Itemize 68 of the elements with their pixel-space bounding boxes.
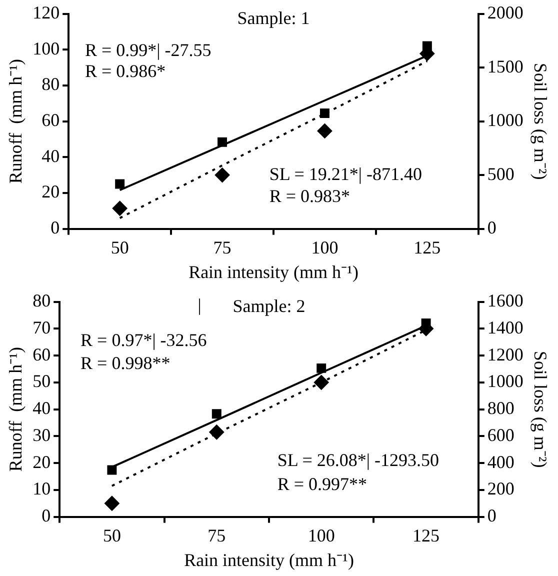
y-tick-label: 0 — [42, 506, 51, 526]
y-tick-label: 80 — [32, 290, 51, 311]
y2-tick-label: 1000 — [487, 110, 524, 130]
y-tick-label: 0 — [50, 218, 60, 238]
y-tick-label: 80 — [42, 74, 60, 94]
annotation: R = 0.997** — [277, 474, 368, 494]
annotation: R = 0.986* — [84, 61, 166, 82]
annotation: R = 0.983* — [269, 186, 350, 206]
x-tick-label: 100 — [308, 525, 335, 546]
point — [214, 168, 230, 183]
y-tick-label: 60 — [42, 110, 60, 130]
y2-tick-label: 800 — [487, 398, 514, 418]
point — [218, 137, 228, 147]
x-tick-label: 50 — [110, 237, 129, 258]
point — [115, 179, 125, 189]
y-tick-label: 20 — [32, 452, 51, 472]
x-tick-label: 50 — [102, 525, 121, 546]
y2-tick-label: 200 — [487, 478, 514, 499]
point — [209, 424, 224, 440]
x-tick-label: 125 — [414, 237, 441, 258]
y2-tick-label: 1400 — [487, 317, 524, 338]
point — [317, 123, 332, 138]
point — [422, 41, 432, 51]
y2-tick-label: 2000 — [487, 2, 524, 23]
annotation: SL = 19.21*| -871.40 — [269, 164, 422, 184]
point — [212, 409, 222, 419]
x-tick-label: 100 — [311, 237, 338, 258]
y2-tick-label: 1200 — [487, 344, 524, 364]
y2-tick-label: 500 — [487, 164, 514, 184]
annotation: SL = 26.08*| -1293.50 — [277, 450, 439, 470]
chart-title: Sample: 1 — [237, 8, 310, 28]
y2-tick-label: 1600 — [487, 290, 524, 311]
x-tick-label: 75 — [213, 237, 232, 258]
annotation: R = 0.97*| -32.56 — [80, 330, 207, 350]
point — [314, 374, 329, 390]
x-axis-title: Rain intensity (mm h⁻¹) — [188, 262, 358, 282]
point — [104, 496, 120, 511]
y-tick-label: 30 — [32, 424, 51, 445]
x-axis-title: Rain intensity (mm h⁻¹) — [184, 550, 354, 570]
annotation: | — [198, 295, 202, 316]
point — [316, 363, 326, 373]
y-tick-label: 60 — [32, 344, 51, 364]
y-tick-label: 70 — [32, 317, 51, 338]
y2-tick-label: 400 — [487, 452, 514, 472]
y2-tick-label: 1500 — [487, 56, 524, 76]
y-axis-title: Runoff (mm h⁻¹) — [6, 347, 26, 472]
y-tick-label: 50 — [32, 371, 51, 392]
y-tick-label: 120 — [32, 2, 60, 23]
annotation: R = 0.99*| -27.55 — [84, 40, 212, 60]
y2-tick-label: 0 — [487, 218, 496, 238]
y2-tick-label: 0 — [487, 506, 496, 526]
y-tick-label: 100 — [32, 38, 60, 58]
y2-tick-label: 600 — [487, 424, 514, 445]
y-tick-label: 10 — [32, 478, 51, 499]
y2-tick-label: 1000 — [487, 371, 524, 392]
point — [112, 200, 128, 216]
chart-title: Sample: 2 — [232, 296, 306, 316]
point — [320, 108, 330, 118]
x-tick-label: 125 — [412, 525, 440, 546]
x-tick-label: 75 — [208, 525, 226, 546]
y-tick-label: 40 — [42, 146, 60, 166]
y2-axis-title: Soil loss (g m⁻²) — [530, 62, 550, 180]
y2-axis-title: Soil loss (g m⁻²) — [530, 350, 550, 468]
point — [107, 465, 117, 475]
annotation: R = 0.998** — [80, 353, 170, 374]
y-axis-title: Runoff (mm h⁻¹) — [6, 59, 26, 184]
y-tick-label: 20 — [42, 182, 60, 202]
y-tick-label: 40 — [32, 398, 51, 418]
